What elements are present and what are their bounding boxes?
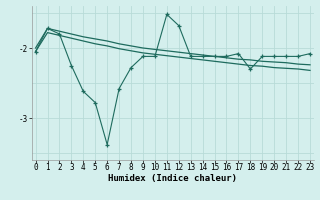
X-axis label: Humidex (Indice chaleur): Humidex (Indice chaleur) — [108, 174, 237, 183]
